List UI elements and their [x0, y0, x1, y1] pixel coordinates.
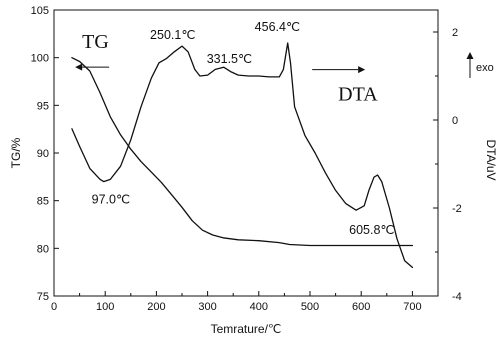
- y-right-axis-title: DTA/uV: [484, 139, 498, 180]
- y-left-tick-label: 80: [37, 243, 49, 255]
- peak-annotation: 456.4℃: [255, 20, 300, 34]
- y-left-tick-label: 95: [37, 100, 49, 112]
- x-tick-label: 700: [403, 301, 421, 313]
- y-left-tick-label: 105: [31, 5, 49, 17]
- x-tick-label: 100: [96, 301, 114, 313]
- exo-arrow-head-icon: [466, 52, 474, 59]
- x-tick-label: 500: [301, 301, 319, 313]
- y-right-tick-label: -2: [452, 203, 462, 215]
- peak-annotation: 250.1℃: [150, 28, 195, 42]
- y-left-tick-label: 100: [31, 53, 49, 65]
- series-label-tg: TG: [82, 31, 109, 53]
- dta-axis-arrow-head-icon: [358, 66, 366, 74]
- y-right-tick-label: 2: [452, 27, 458, 39]
- peak-annotation: 331.5℃: [207, 52, 252, 66]
- y-left-axis-title: TG/%: [9, 137, 23, 168]
- tg-curve: [71, 57, 414, 247]
- x-tick-label: 300: [198, 301, 216, 313]
- x-tick-label: 400: [250, 301, 268, 313]
- x-tick-label: 0: [51, 301, 57, 313]
- y-left-tick-label: 85: [37, 196, 49, 208]
- peak-annotation: 605.8℃: [349, 223, 394, 237]
- dta-curve: [71, 42, 414, 269]
- y-left-tick-label: 75: [37, 291, 49, 303]
- y-right-tick-label: 0: [452, 115, 458, 127]
- exo-label: exo: [476, 62, 494, 74]
- peak-annotation: 97.0℃: [92, 193, 130, 207]
- y-left-tick-label: 90: [37, 148, 49, 160]
- tg-axis-arrow-head-icon: [75, 63, 83, 71]
- annotations-layer: 97.0℃ 250.1℃ 331.5℃ 456.4℃ 605.8℃ TG DTA: [75, 20, 394, 237]
- y-right-tick-label: -4: [452, 291, 462, 303]
- exo-indicator: exo: [466, 52, 494, 78]
- x-tick-label: 600: [352, 301, 370, 313]
- x-axis-title: Temrature/℃: [211, 322, 282, 336]
- x-tick-label: 200: [147, 301, 165, 313]
- series-label-dta: DTA: [338, 84, 378, 106]
- series-layer: [71, 42, 414, 269]
- axis-ticks: 0 100 200 300 400 500 600 700 75 80 85 90 95 100 105 -4…: [31, 5, 462, 313]
